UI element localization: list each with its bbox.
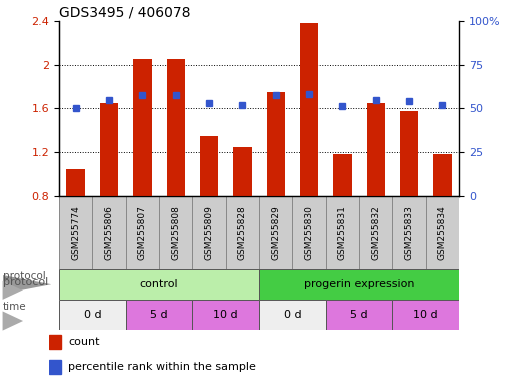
Text: protocol: protocol [3,277,48,287]
Text: time: time [3,302,26,312]
Bar [292,196,326,269]
Bar [59,300,126,330]
Bar [100,103,118,196]
Text: GSM255834: GSM255834 [438,205,447,260]
Text: 10 d: 10 d [413,310,438,320]
Bar [59,196,92,269]
Text: 5 d: 5 d [350,310,368,320]
Text: control: control [140,279,179,289]
Bar [259,300,326,330]
Bar [49,360,62,374]
Bar [359,196,392,269]
Bar [226,196,259,269]
Bar [159,196,192,269]
Bar [400,111,418,196]
Text: GSM255830: GSM255830 [305,205,313,260]
Polygon shape [3,275,51,293]
Bar [200,136,218,196]
Text: GSM255828: GSM255828 [238,205,247,260]
Text: percentile rank within the sample: percentile rank within the sample [69,362,256,372]
Bar [300,23,318,196]
Bar [433,154,451,196]
Bar [126,300,192,330]
Bar [167,60,185,196]
Bar [233,147,251,196]
Bar [126,196,159,269]
Bar [367,103,385,196]
Text: progerin expression: progerin expression [304,279,415,289]
Bar [326,300,392,330]
Bar [333,154,351,196]
Bar [59,269,259,300]
Text: protocol: protocol [3,271,45,281]
Bar [392,300,459,330]
Text: 0 d: 0 d [284,310,301,320]
Text: GDS3495 / 406078: GDS3495 / 406078 [59,6,190,20]
Bar [192,300,259,330]
Text: GSM255833: GSM255833 [405,205,413,260]
Text: GSM255774: GSM255774 [71,205,80,260]
Bar [267,92,285,196]
Text: count: count [69,337,100,347]
Text: GSM255831: GSM255831 [338,205,347,260]
Text: GSM255809: GSM255809 [205,205,213,260]
Bar [92,196,126,269]
Text: GSM255832: GSM255832 [371,205,380,260]
Text: GSM255808: GSM255808 [171,205,180,260]
Bar [426,196,459,269]
Bar [326,196,359,269]
Text: 0 d: 0 d [84,310,101,320]
Bar [259,196,292,269]
Text: GSM255806: GSM255806 [105,205,113,260]
Bar [49,335,62,349]
Text: GSM255829: GSM255829 [271,205,280,260]
Bar [392,196,426,269]
Bar [259,269,459,300]
Text: GSM255807: GSM255807 [138,205,147,260]
Bar [67,169,85,196]
Text: 10 d: 10 d [213,310,238,320]
Bar [133,60,151,196]
Bar [192,196,226,269]
Text: 5 d: 5 d [150,310,168,320]
